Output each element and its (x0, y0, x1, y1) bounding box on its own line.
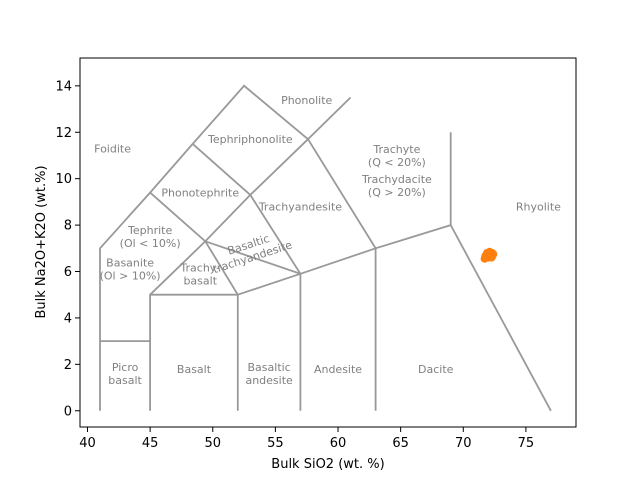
field-labels: Foidite Phonolite Tephriphonolite Phonoteph… (94, 94, 561, 387)
y-axis-ticks: 0 2 4 6 8 10 12 14 (55, 79, 80, 419)
y-tick-label: 14 (55, 79, 72, 94)
field-label-foidite: Foidite (94, 143, 131, 156)
x-tick-label: 40 (79, 436, 96, 451)
data-point (487, 253, 496, 262)
x-tick-label: 55 (267, 436, 284, 451)
field-boundary-9 (307, 138, 377, 411)
x-axis-label: Bulk SiO2 (wt. %) (271, 457, 384, 472)
x-tick-label: 60 (330, 436, 347, 451)
y-tick-label: 0 (64, 404, 72, 419)
field-label-basalt: Basalt (177, 363, 212, 376)
field-boundary-2 (149, 293, 239, 411)
field-label-basanite: Basanite (Ol > 10%) (100, 257, 161, 283)
x-axis-ticks: 40 45 50 55 60 65 70 75 (79, 427, 534, 451)
field-label-trachyte: Trachyte (Q < 20%) (368, 143, 426, 169)
field-boundaries (99, 84, 552, 412)
y-tick-label: 12 (55, 126, 72, 141)
field-label-tephriphonolite: Tephriphonolite (207, 133, 293, 146)
field-label-trachyandesite: Trachyandesite (258, 201, 342, 214)
x-tick-label: 65 (392, 436, 409, 451)
field-boundary-5 (192, 143, 251, 196)
y-tick-label: 8 (64, 219, 72, 234)
field-label-dacite: Dacite (418, 363, 454, 376)
y-tick-label: 2 (64, 358, 72, 373)
x-tick-label: 75 (518, 436, 535, 451)
x-tick-label: 45 (142, 436, 159, 451)
data-points (480, 247, 498, 263)
x-tick-label: 50 (204, 436, 221, 451)
field-label-trachy: Trachy-basalt (179, 261, 220, 287)
y-tick-label: 6 (64, 265, 72, 280)
y-tick-label: 10 (55, 172, 72, 187)
x-tick-label: 70 (455, 436, 472, 451)
field-label-andesite: Andesite (314, 363, 362, 376)
field-label-rhyolite: Rhyolite (516, 201, 561, 214)
field-label-tephrite: Tephrite (Ol < 10%) (120, 224, 181, 250)
field-boundary-3 (149, 138, 309, 296)
field-label-trachydacite: Trachydacite (Q > 20%) (361, 173, 432, 199)
y-axis-label: Bulk Na2O+K2O (wt.%) (34, 165, 49, 318)
field-boundary-7 (249, 194, 302, 275)
field-label-phonotephrite: Phonotephrite (161, 187, 239, 200)
field-label-phonolite: Phonolite (281, 94, 332, 107)
y-tick-label: 4 (64, 311, 72, 326)
plot-frame (79, 57, 577, 428)
field-label-picro: Picro basalt (108, 361, 142, 387)
field-label-basaltic: Basaltic andesite (245, 361, 293, 387)
